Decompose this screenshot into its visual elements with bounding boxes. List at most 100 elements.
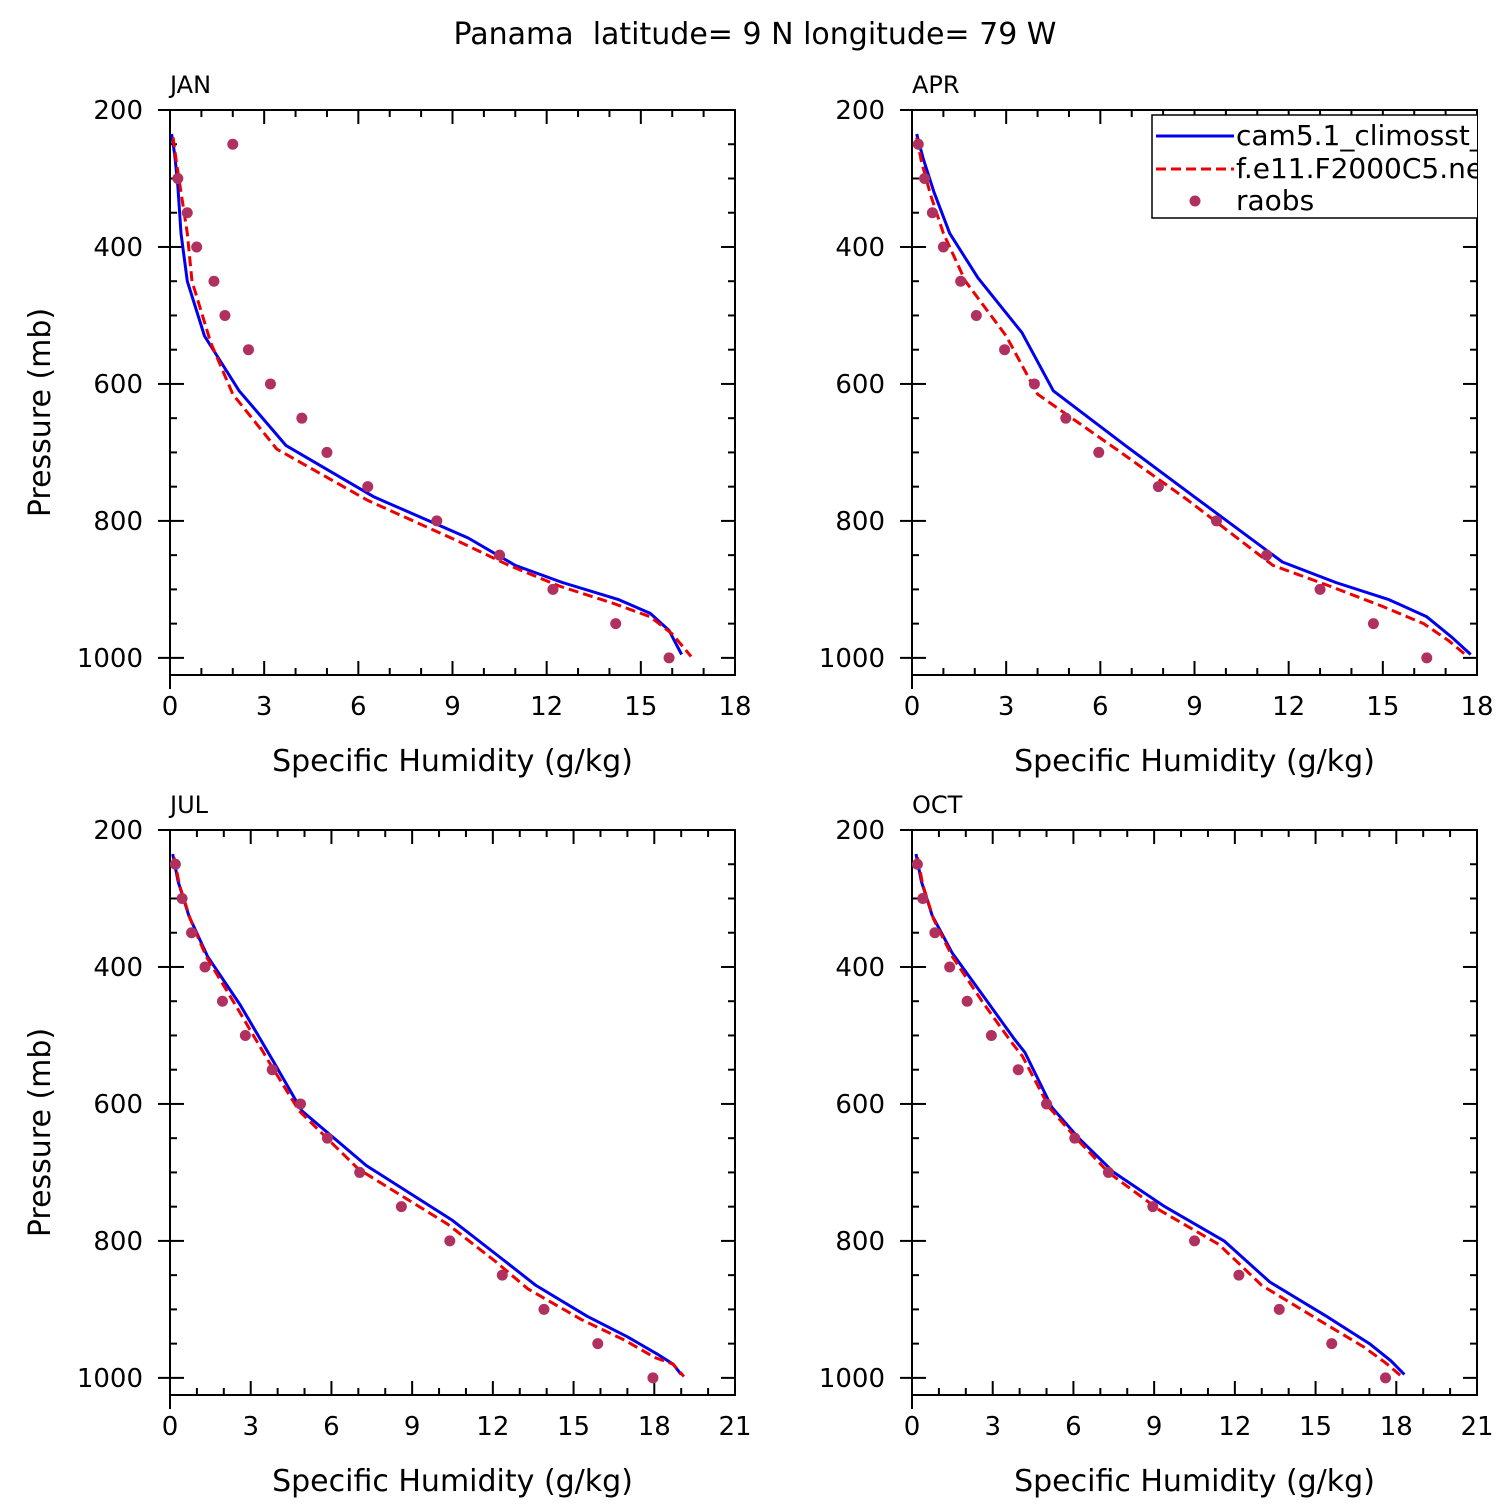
raobs-point bbox=[1041, 1098, 1053, 1110]
raobs-point bbox=[1069, 1132, 1081, 1144]
series-line-cam5 bbox=[170, 133, 683, 656]
raobs-point bbox=[917, 892, 929, 904]
y-axis-label: Pressure (mb) bbox=[23, 1028, 58, 1237]
panel-apr: APR 0 3 6 9 12 15 18 200 400 600 800 1000 Specific Hu… bbox=[819, 71, 1494, 779]
raobs-point bbox=[321, 1132, 333, 1144]
legend-box bbox=[1151, 114, 1477, 219]
raobs-point bbox=[1189, 1235, 1200, 1247]
raobs-point bbox=[592, 1338, 604, 1350]
panel-label: APR bbox=[912, 71, 960, 99]
x-tick-label: 3 bbox=[242, 1412, 259, 1442]
series-line-f-e11 bbox=[171, 137, 693, 658]
raobs-point bbox=[919, 172, 931, 184]
x-tick-label: 3 bbox=[256, 692, 273, 722]
x-tick-label: 15 bbox=[1299, 1412, 1332, 1442]
raobs-point bbox=[242, 344, 254, 356]
x-tick-label: 0 bbox=[162, 1412, 179, 1442]
series-line-cam5 bbox=[915, 133, 1472, 656]
raobs-point bbox=[1261, 549, 1273, 561]
raobs-point bbox=[538, 1303, 550, 1315]
raobs-point bbox=[181, 207, 193, 219]
y-tick-label: 800 bbox=[93, 1227, 143, 1257]
raobs-point bbox=[496, 1269, 508, 1281]
panel-label: JUL bbox=[168, 791, 209, 819]
x-tick-label: 18 bbox=[1380, 1412, 1413, 1442]
raobs-point bbox=[199, 961, 211, 973]
raobs-point bbox=[186, 927, 198, 939]
x-tick-label: 12 bbox=[1218, 1412, 1251, 1442]
raobs-point bbox=[647, 1372, 659, 1384]
raobs-point bbox=[219, 309, 231, 321]
raobs-point bbox=[1093, 446, 1105, 458]
y-axis-label: Pressure (mb) bbox=[23, 308, 58, 517]
x-tick-label: 6 bbox=[1065, 1412, 1082, 1442]
y-tick-label: 200 bbox=[835, 816, 885, 846]
raobs-point bbox=[1012, 1064, 1024, 1076]
y-tick-label: 800 bbox=[93, 507, 143, 537]
y-tick-label: 200 bbox=[93, 816, 143, 846]
figure-title: Panama latitude= 9 N longitude= 79 W bbox=[454, 17, 1057, 52]
raobs-point bbox=[191, 241, 203, 253]
x-tick-label: 21 bbox=[718, 1412, 751, 1442]
raobs-point bbox=[1380, 1372, 1392, 1384]
x-tick-label: 9 bbox=[1186, 692, 1203, 722]
raobs-point bbox=[296, 412, 308, 424]
x-tick-label: 12 bbox=[476, 1412, 509, 1442]
raobs-point bbox=[1326, 1338, 1338, 1350]
raobs-point bbox=[955, 275, 967, 287]
x-tick-label: 6 bbox=[1092, 692, 1109, 722]
raobs-point bbox=[547, 583, 559, 595]
raobs-point bbox=[321, 446, 333, 458]
raobs-point bbox=[239, 1029, 251, 1041]
raobs-point bbox=[494, 549, 506, 561]
raobs-point bbox=[444, 1235, 456, 1247]
raobs-point bbox=[1210, 515, 1222, 527]
x-tick-label: 3 bbox=[984, 1412, 1001, 1442]
series-line-f-e11 bbox=[172, 857, 686, 1378]
plot-frame bbox=[911, 829, 1478, 1396]
x-tick-label: 15 bbox=[624, 692, 657, 722]
legend-label: f.e11.F2000C5.ne bbox=[1236, 152, 1483, 185]
data-layer bbox=[170, 133, 693, 664]
plot-frame bbox=[169, 109, 736, 676]
raobs-point bbox=[1314, 583, 1326, 595]
raobs-point bbox=[1273, 1303, 1285, 1315]
x-tick-label: 6 bbox=[350, 692, 367, 722]
x-tick-label: 6 bbox=[323, 1412, 340, 1442]
y-tick-label: 400 bbox=[93, 953, 143, 983]
raobs-point bbox=[970, 309, 982, 321]
y-tick-label: 1000 bbox=[77, 644, 143, 674]
x-tick-label: 0 bbox=[904, 692, 921, 722]
y-tick-label: 600 bbox=[93, 1090, 143, 1120]
x-tick-label: 0 bbox=[904, 1412, 921, 1442]
raobs-point bbox=[929, 927, 941, 939]
raobs-point bbox=[294, 1098, 306, 1110]
x-tick-label: 12 bbox=[530, 692, 563, 722]
raobs-point bbox=[985, 1029, 997, 1041]
x-tick-label: 9 bbox=[444, 692, 461, 722]
raobs-point bbox=[912, 138, 924, 150]
y-tick-label: 600 bbox=[93, 370, 143, 400]
series-line-f-e11 bbox=[915, 857, 1403, 1378]
y-tick-label: 1000 bbox=[77, 1364, 143, 1394]
raobs-point bbox=[176, 892, 188, 904]
y-tick-label: 400 bbox=[835, 953, 885, 983]
y-tick-label: 200 bbox=[93, 96, 143, 126]
series-line-f-e11 bbox=[915, 137, 1469, 658]
y-tick-label: 400 bbox=[93, 233, 143, 263]
x-axis-label: Specific Humidity (g/kg) bbox=[272, 1464, 633, 1499]
raobs-point bbox=[172, 172, 184, 184]
y-tick-label: 800 bbox=[835, 1227, 885, 1257]
x-tick-label: 18 bbox=[638, 1412, 671, 1442]
raobs-point bbox=[999, 344, 1011, 356]
y-tick-label: 200 bbox=[835, 96, 885, 126]
plot-frame bbox=[169, 829, 736, 1396]
panel-label: OCT bbox=[912, 791, 963, 819]
raobs-point bbox=[1147, 1201, 1159, 1213]
series-line-cam5 bbox=[171, 853, 683, 1376]
x-tick-label: 21 bbox=[1460, 1412, 1493, 1442]
raobs-point bbox=[1060, 412, 1072, 424]
